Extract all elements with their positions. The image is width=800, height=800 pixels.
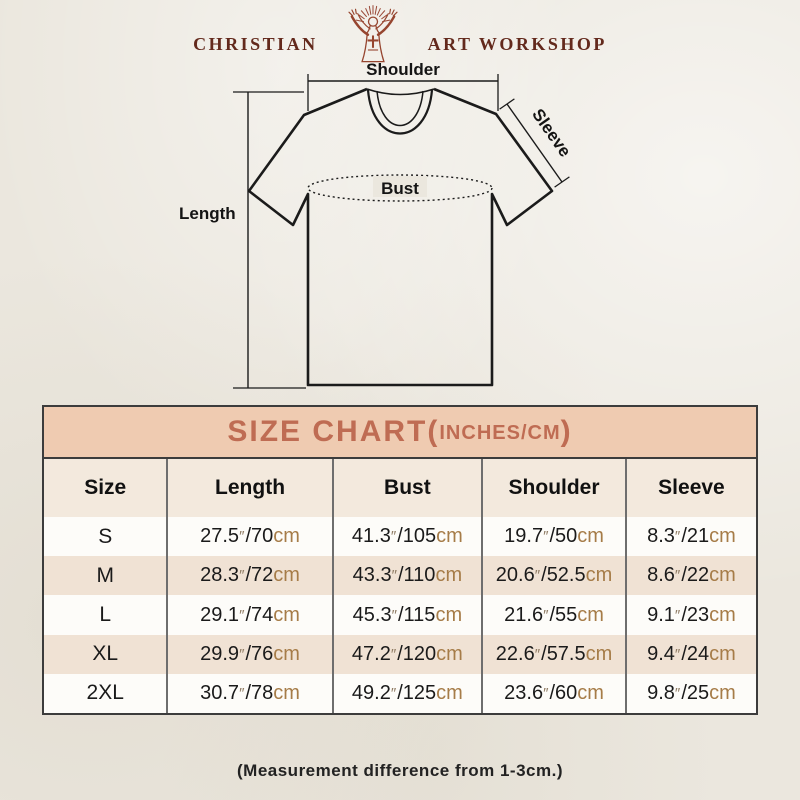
- sleeve-cell: 8.3 ″/21 cm: [624, 517, 756, 557]
- bust-cell: 45.3 ″/115 cm: [331, 595, 482, 635]
- bust-label: Bust: [381, 179, 419, 198]
- shoulder-label: Shoulder: [366, 60, 440, 79]
- sleeve-cell: 9.1 ″/23 cm: [624, 595, 756, 635]
- shoulder-cell: 22.6 ″/57.5 cm: [481, 634, 625, 674]
- length-cell: 29.9 ″/76 cm: [166, 634, 331, 674]
- measurement-note: (Measurement difference from 1-3cm.): [237, 761, 563, 780]
- title-close-paren: ): [560, 415, 573, 448]
- column-header-bust: Bust: [331, 459, 482, 517]
- length-cell: 29.1 ″/74 cm: [166, 595, 331, 635]
- shoulder-cell: 20.6 ″/52.5 cm: [481, 556, 625, 596]
- sleeve-cell: 9.4 ″/24 cm: [624, 634, 756, 674]
- bust-ellipse: [307, 174, 493, 202]
- brand-header: CHRISTIAN: [0, 2, 800, 66]
- length-cell: 27.5 ″/70 cm: [166, 517, 331, 557]
- length-cell: 28.3 ″/72 cm: [166, 556, 331, 596]
- bust-cell: 49.2 ″/125 cm: [331, 673, 482, 714]
- table-row: S 27.5 ″/70 cm 41.3 ″/105 cm 19.7 ″/50 cm 8.3 ″…: [44, 517, 756, 557]
- table-row: XL 29.9 ″/76 cm 47.2 ″/120 cm 22.6 ″/57.5 cm 9…: [44, 634, 756, 674]
- length-label: Length: [179, 204, 236, 223]
- size-cell: L: [99, 603, 112, 626]
- bust-cell: 43.3 ″/110 cm: [331, 556, 482, 596]
- size-cell: M: [96, 563, 114, 587]
- size-cell: 2XL: [86, 681, 124, 705]
- size-chart-table: SIZE CHART( INCHES/CM ) Size Length Bust…: [42, 405, 758, 715]
- table-row: M 28.3 ″/72 cm 43.3 ″/110 cm 20.6 ″/52.5 cm 8.…: [44, 556, 756, 596]
- column-header-size: Size: [84, 476, 127, 499]
- brand-name-right: ART WORKSHOP: [427, 34, 607, 54]
- bust-cell: 41.3 ″/105 cm: [331, 517, 482, 557]
- column-header-sleeve: Sleeve: [624, 459, 756, 517]
- column-header-shoulder: Shoulder: [481, 459, 625, 517]
- tshirt-outline: [247, 87, 554, 387]
- column-header-length: Length: [166, 459, 331, 517]
- jesus-figure-icon: [325, 2, 421, 66]
- title-units: INCHES/CM: [439, 422, 561, 444]
- shoulder-cell: 21.6 ″/55 cm: [481, 595, 625, 635]
- shoulder-cell: 23.6 ″/60 cm: [481, 673, 625, 714]
- length-cell: 30.7 ″/78 cm: [166, 673, 331, 714]
- sleeve-label: Sleeve: [528, 105, 574, 160]
- size-cell: XL: [92, 642, 119, 666]
- brand-name-left: CHRISTIAN: [193, 34, 318, 54]
- sleeve-cell: 9.8 ″/25 cm: [624, 673, 756, 714]
- table-row: 2XL 30.7 ″/78 cm 49.2 ″/125 cm 23.6 ″/60 cm 9.…: [44, 673, 756, 714]
- size-chart-title: SIZE CHART( INCHES/CM ): [44, 407, 756, 459]
- table-header-row: Size Length Bust Shoulder Sleeve: [44, 459, 756, 517]
- tshirt-diagram: Bust Shoulder Length Sleeve: [168, 58, 592, 408]
- table-row: L 29.1 ″/74 cm 45.3 ″/115 cm 21.6 ″/55 cm 9.1 ″…: [44, 595, 756, 635]
- shoulder-cell: 19.7 ″/50 cm: [481, 517, 625, 557]
- title-main: SIZE CHART(: [227, 415, 440, 448]
- bust-cell: 47.2 ″/120 cm: [331, 634, 482, 674]
- size-cell: S: [98, 524, 113, 548]
- sleeve-cell: 8.6 ″/22 cm: [624, 556, 756, 596]
